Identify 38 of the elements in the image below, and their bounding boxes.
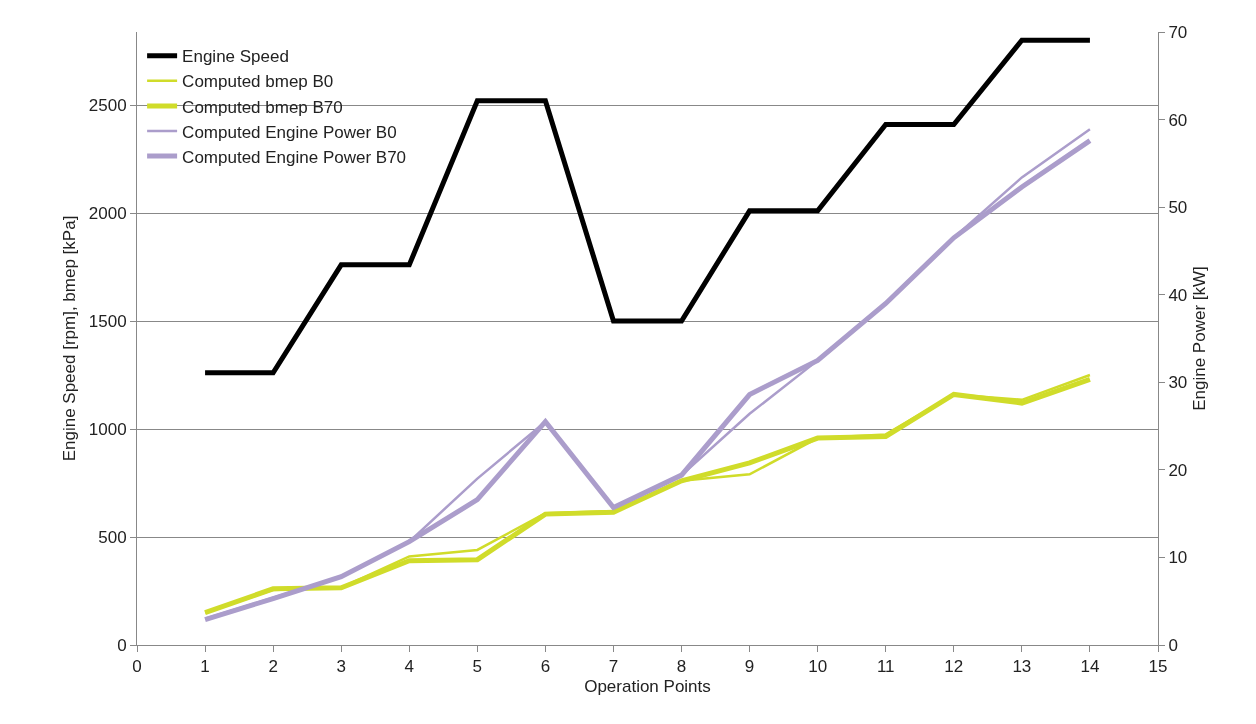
y2-tick-label: 30 [1168, 373, 1188, 393]
x-tick-label: 5 [472, 657, 483, 677]
y-tick-label: 1500 [88, 311, 127, 331]
y-axis-title: Engine Speed [rpm], bmep [kPa] [60, 215, 80, 462]
x-tick-label: 2 [268, 657, 278, 677]
x-tick-label: 14 [1080, 657, 1100, 677]
x-tick-label: 12 [944, 657, 964, 677]
x-tick-label: 1 [200, 657, 210, 677]
x-tick-label: 6 [540, 657, 551, 677]
x-tick-label: 8 [676, 657, 687, 677]
x-tick-label: 7 [608, 657, 619, 677]
y-tick-label: 0 [117, 635, 127, 655]
y-tick-label: 2000 [88, 203, 127, 223]
x-tick-label: 0 [132, 657, 142, 677]
legend-label: Computed Engine Power B70 [182, 147, 407, 167]
y2-tick-label: 60 [1168, 110, 1188, 130]
y2-tick-label: 40 [1168, 285, 1188, 305]
y2-axis-title: Engine Power [kW] [1189, 266, 1209, 411]
legend-label: Computed bmep B0 [182, 72, 334, 92]
y2-tick-label: 0 [1168, 635, 1178, 655]
x-tick-label: 10 [808, 657, 828, 677]
x-tick-label: 11 [876, 657, 895, 677]
x-tick-label: 15 [1148, 657, 1168, 677]
x-tick-label: 3 [336, 657, 346, 677]
y2-tick-label: 10 [1168, 548, 1188, 568]
y-tick-label: 1000 [88, 419, 127, 439]
x-tick-label: 9 [744, 657, 755, 677]
y-tick-label: 2500 [88, 95, 127, 115]
legend-label: Computed Engine Power B0 [182, 122, 397, 142]
y-tick-label: 500 [98, 527, 127, 547]
legend-label: Computed bmep B70 [182, 97, 343, 117]
y2-tick-label: 70 [1168, 22, 1188, 42]
y2-tick-label: 50 [1168, 198, 1188, 218]
y2-tick-label: 20 [1168, 460, 1188, 480]
x-axis-title: Operation Points [584, 676, 711, 696]
x-tick-label: 4 [404, 657, 414, 677]
legend-label: Engine Speed [182, 47, 289, 67]
x-tick-label: 13 [1012, 657, 1032, 677]
